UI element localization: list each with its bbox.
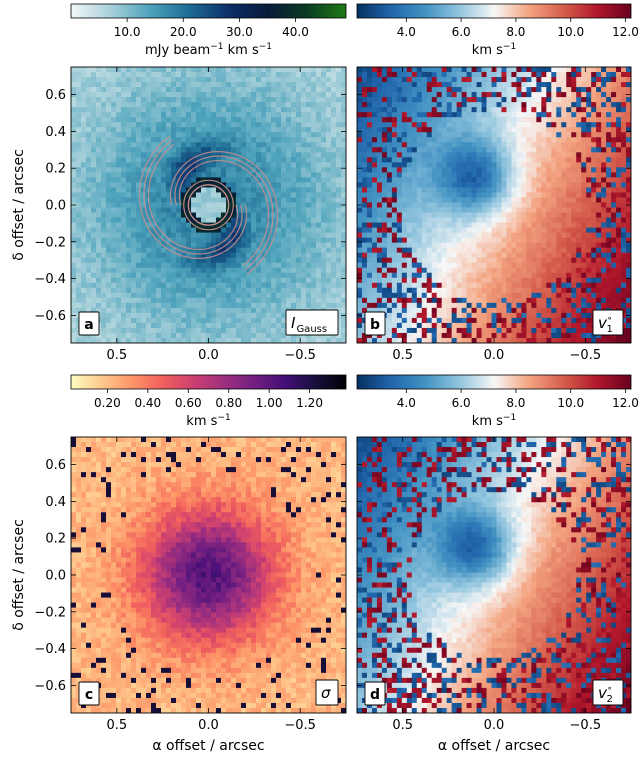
y-tick-label: 0.4 <box>45 495 66 510</box>
x-tick-label: 0.0 <box>484 348 505 363</box>
y-tick-label: −0.4 <box>34 272 66 287</box>
y-tick-label: −0.2 <box>34 235 66 250</box>
y-tick-label: −0.6 <box>34 679 66 694</box>
colorbar-tick-label: 12.0 <box>612 396 639 410</box>
colorbar-tick-label: 1.00 <box>256 396 283 410</box>
contour <box>178 160 270 267</box>
panel-letter: d <box>370 687 380 703</box>
colorbar-tick-label: 6.0 <box>452 396 471 410</box>
x-tick-label: 0.0 <box>198 718 219 733</box>
y-tick-label: −0.2 <box>34 605 66 620</box>
y-tick-label: 0.2 <box>45 162 66 177</box>
y-tick-label: 0.0 <box>45 569 66 584</box>
colorbar-d: 4.0 6.0 8.0 10.0 12.0 km s−1 <box>356 374 639 429</box>
contour <box>138 135 248 260</box>
contour <box>183 179 234 231</box>
colorbar-tick-label: 10.0 <box>114 25 141 39</box>
quantity-label: v∘ 1 <box>598 314 613 335</box>
colorbar-tick-label: 0.20 <box>94 396 121 410</box>
y-tick-label: 0.6 <box>45 88 66 103</box>
x-tick-label: 0.0 <box>198 348 219 363</box>
quantity-label: σ <box>321 684 331 702</box>
heatmap-image <box>71 67 346 343</box>
x-tick-label: 0.5 <box>392 348 413 363</box>
colorbar-tick-label: 0.80 <box>215 396 242 410</box>
colorbar-gradient <box>70 3 347 19</box>
colorbar-b: 4.0 6.0 8.0 10.0 12.0 km s−1 <box>356 3 639 58</box>
colorbar-label: km s−1 <box>186 413 230 429</box>
colorbar-tick-label: 30.0 <box>226 25 253 39</box>
colorbar-tick-label: 10.0 <box>557 396 584 410</box>
colorbar-gradient <box>356 3 632 19</box>
contour <box>174 155 274 271</box>
panel-letter: a <box>84 317 93 333</box>
y-tick-label: −0.6 <box>34 309 66 324</box>
x-axis-label: α offset / arcsec <box>152 738 264 754</box>
y-tick-label: 0.4 <box>45 125 66 140</box>
contour-lines <box>138 135 279 275</box>
heatmap-image <box>71 437 346 713</box>
y-tick-label: 0.0 <box>45 199 66 214</box>
colorbar-tick-label: 6.0 <box>452 25 471 39</box>
y-axis-label: δ offset / arcsec <box>11 519 27 631</box>
x-axis-label: α offset / arcsec <box>438 738 550 754</box>
colorbar-tick-label: 40.0 <box>282 25 309 39</box>
colorbar-c: 0.20 0.40 0.60 0.80 1.00 1.20 km s−1 <box>70 374 347 429</box>
panel-b: 4.0 6.0 8.0 10.0 12.0 km s−1 0.5 0.0 −0.5 b v∘ 1 <box>356 3 639 363</box>
colorbar-tick-label: 4.0 <box>397 25 416 39</box>
panel-letter: c <box>85 687 93 703</box>
colorbar-tick-label: 4.0 <box>397 396 416 410</box>
colorbar-label: mJy beam−1 km s−1 <box>145 42 272 58</box>
contour <box>187 184 230 226</box>
colorbar-tick-label: 8.0 <box>506 25 525 39</box>
quantity-label: v∘ 2 <box>598 684 613 705</box>
colorbar-tick-label: 12.0 <box>612 25 639 39</box>
panel-letter: b <box>370 317 380 333</box>
colorbar-tick-label: 8.0 <box>506 396 525 410</box>
y-tick-label: −0.4 <box>34 642 66 657</box>
colorbar-tick-label: 0.40 <box>134 396 161 410</box>
y-tick-label: 0.6 <box>45 458 66 473</box>
panel-c: 0.20 0.40 0.60 0.80 1.00 1.20 km s−1 0.5 0.0 −0.5… <box>11 374 347 754</box>
x-tick-label: 0.5 <box>392 718 413 733</box>
x-tick-label: −0.5 <box>570 348 602 363</box>
quantity-label-box: σ <box>315 679 339 706</box>
quantity-label-box: IGauss <box>285 309 339 336</box>
panel-letter-box: a <box>78 311 100 336</box>
quantity-label-box: v∘ 2 <box>592 679 624 706</box>
colorbar-label: km s−1 <box>472 413 516 429</box>
x-tick-label: 0.5 <box>106 348 127 363</box>
x-tick-label: −0.5 <box>284 348 316 363</box>
panel-a: 10.0 20.0 30.0 40.0 mJy beam−1 km s−1 0.5 0.0 −… <box>11 3 347 363</box>
colorbar-tick-label: 20.0 <box>170 25 197 39</box>
contour <box>147 143 239 250</box>
colorbar-label: km s−1 <box>472 42 516 58</box>
colorbar-tick-label: 0.60 <box>175 396 202 410</box>
panel-letter-box: c <box>78 681 100 706</box>
x-tick-label: 0.5 <box>106 718 127 733</box>
colorbar-gradient <box>356 374 632 390</box>
y-tick-label: 0.2 <box>45 532 66 547</box>
contour <box>143 139 243 255</box>
quantity-label-box: v∘ 1 <box>592 309 624 336</box>
x-tick-label: 0.0 <box>484 718 505 733</box>
x-tick-label: −0.5 <box>284 718 316 733</box>
contour <box>169 150 279 275</box>
colorbar-tick-label: 10.0 <box>557 25 584 39</box>
panel-letter-box: b <box>364 311 386 336</box>
panel-letter-box: d <box>364 681 386 706</box>
colorbar-gradient <box>70 374 347 390</box>
panel-d: 4.0 6.0 8.0 10.0 12.0 km s−1 0.5 0.0 −0.5 α offse… <box>356 374 639 754</box>
colorbar-tick-label: 1.20 <box>296 396 323 410</box>
colorbar-a: 10.0 20.0 30.0 40.0 mJy beam−1 km s−1 <box>70 3 347 58</box>
x-tick-label: −0.5 <box>570 718 602 733</box>
heatmap-image <box>357 437 631 713</box>
heatmap-image <box>357 67 631 343</box>
y-axis-label: δ offset / arcsec <box>11 149 27 261</box>
